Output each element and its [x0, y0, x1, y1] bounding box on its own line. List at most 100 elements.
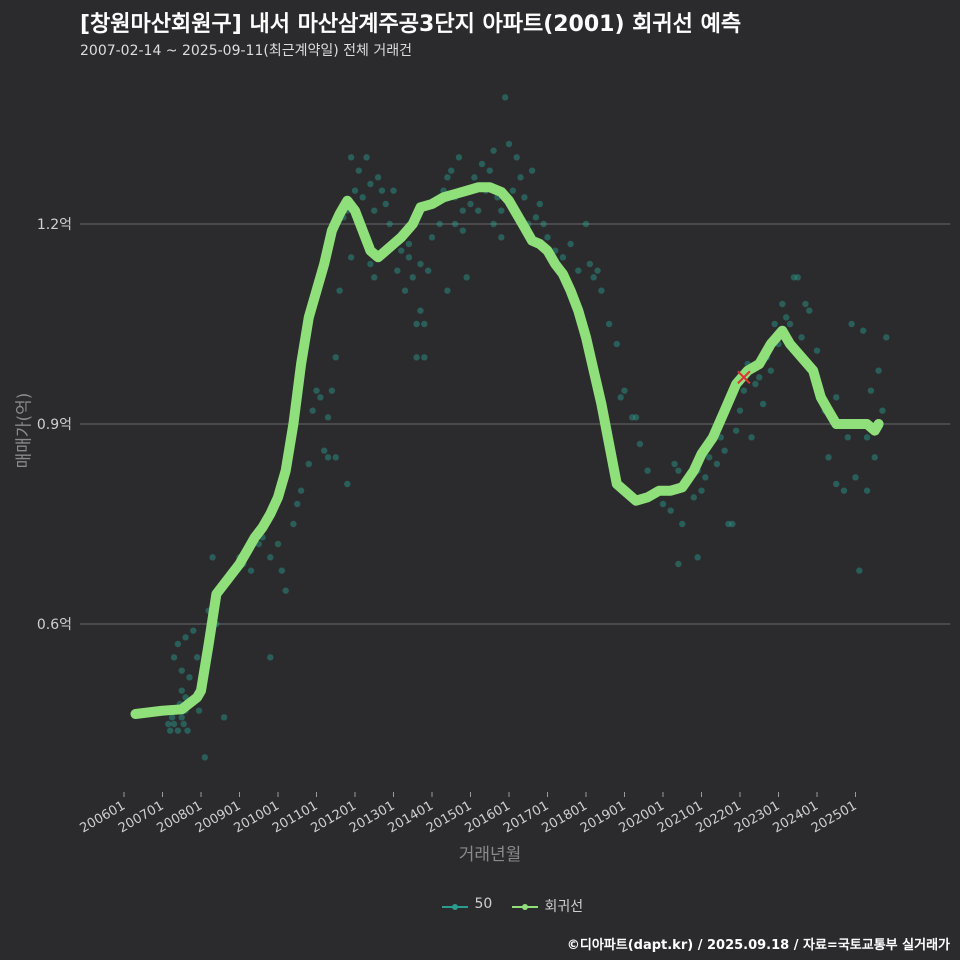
- scatter-point: [540, 220, 547, 228]
- scatter-point: [729, 520, 736, 528]
- scatter-point: [336, 287, 343, 294]
- scatter-point: [698, 487, 705, 494]
- scatter-point: [806, 307, 813, 314]
- scatter-point: [756, 374, 763, 381]
- scatter-point: [509, 187, 517, 194]
- scatter-point: [409, 274, 416, 281]
- page-title: [창원마산회원구] 내서 마산삼계주공3단지 아파트(2001) 회귀선 예측: [80, 12, 742, 37]
- scatter-point: [544, 234, 551, 241]
- scatter-point: [521, 194, 528, 201]
- scatter-point: [313, 387, 320, 394]
- scatter-point: [840, 487, 848, 494]
- scatter-point: [386, 220, 393, 228]
- scatter-point: [405, 254, 413, 261]
- scatter-point: [451, 220, 459, 228]
- scatter-point: [694, 554, 701, 561]
- scatter-point: [771, 320, 778, 328]
- scatter-point: [351, 187, 359, 194]
- scatter-point: [209, 554, 216, 561]
- scatter-point: [247, 567, 255, 574]
- scatter-point: [417, 260, 424, 268]
- scatter-point: [459, 227, 466, 234]
- scatter-point: [180, 720, 187, 728]
- scatter-point: [501, 94, 509, 101]
- legend-regression-label: 회귀선: [544, 899, 584, 915]
- scatter-point: [813, 347, 821, 354]
- scatter-point: [459, 207, 466, 214]
- legend-item-scatter[interactable]: 50: [440, 896, 492, 912]
- scatter-point: [860, 327, 867, 334]
- scatter-point: [644, 467, 651, 474]
- scatter-point: [490, 220, 497, 228]
- scatter-point: [168, 714, 176, 721]
- scatter-point: [382, 200, 389, 208]
- scatter-point: [536, 200, 543, 208]
- scatter-point: [371, 274, 378, 281]
- scatter-point: [871, 454, 878, 461]
- scatter-point: [463, 274, 470, 281]
- legend-scatter-swatch-icon: [442, 904, 468, 910]
- y-tick-label: 0.6억: [37, 617, 72, 633]
- scatter-point: [478, 160, 486, 168]
- regression-line: [130, 182, 884, 719]
- scatter-point: [363, 154, 370, 161]
- scatter-point: [852, 474, 859, 481]
- scatter-point: [178, 714, 185, 721]
- scatter-point: [736, 407, 744, 414]
- scatter-point: [490, 147, 497, 154]
- scatter-point: [659, 500, 667, 508]
- legend-regression-swatch-icon: [512, 904, 538, 910]
- legend-item-regression[interactable]: 회귀선: [510, 896, 583, 916]
- scatter-point: [165, 720, 172, 728]
- scatter-point: [690, 494, 697, 501]
- x-axis-title: 거래년월: [458, 845, 522, 865]
- scatter-point: [398, 247, 405, 254]
- scatter-point: [424, 267, 432, 274]
- scatter-point: [417, 307, 424, 314]
- y-axis-title: 매매가(억): [14, 392, 35, 469]
- scatter-point: [675, 467, 682, 474]
- scatter-point: [324, 414, 332, 421]
- scatter-point: [421, 354, 428, 361]
- scatter-point: [833, 394, 840, 401]
- scatter-point: [629, 414, 636, 421]
- scatter-point: [713, 460, 721, 468]
- scatter-point: [590, 274, 597, 281]
- scatter-point: [305, 460, 312, 468]
- scatter-point: [725, 520, 732, 528]
- scatter-point: [193, 654, 201, 661]
- scatter-point: [294, 500, 301, 508]
- scatter-point: [498, 207, 505, 214]
- scatter-point: [347, 154, 355, 161]
- scatter-point: [367, 180, 374, 188]
- scatter-point: [790, 274, 798, 281]
- scatter-point: [321, 447, 328, 454]
- scatter-point: [267, 554, 274, 561]
- scatter-point: [605, 320, 613, 328]
- scatter-point: [195, 707, 203, 714]
- scatter-point: [636, 440, 644, 448]
- scatter-point: [679, 520, 686, 528]
- highlight-marker: [737, 370, 751, 385]
- scatter-point: [759, 400, 767, 408]
- scatter-point: [278, 567, 286, 574]
- scatter-point: [267, 654, 274, 661]
- scatter-point: [613, 340, 620, 348]
- scatter-point: [867, 387, 875, 394]
- scatter-point: [748, 434, 755, 441]
- scatter-point: [297, 487, 305, 494]
- scatter-point: [528, 167, 536, 174]
- scatter-point: [182, 634, 189, 641]
- scatter-point: [355, 167, 363, 174]
- scatter-series: [165, 94, 890, 761]
- scatter-point: [371, 207, 378, 214]
- scatter-point: [598, 287, 605, 294]
- scatter-point: [184, 727, 191, 734]
- scatter-point: [309, 407, 316, 414]
- scatter-point: [706, 454, 713, 461]
- chart-subtitle: 2007-02-14 ~ 2025-09-11(최근계약일) 전체 거래건: [80, 43, 412, 59]
- scatter-point: [174, 727, 182, 734]
- scatter-point: [856, 567, 863, 574]
- scatter-point: [471, 174, 478, 181]
- scatter-point: [675, 560, 682, 568]
